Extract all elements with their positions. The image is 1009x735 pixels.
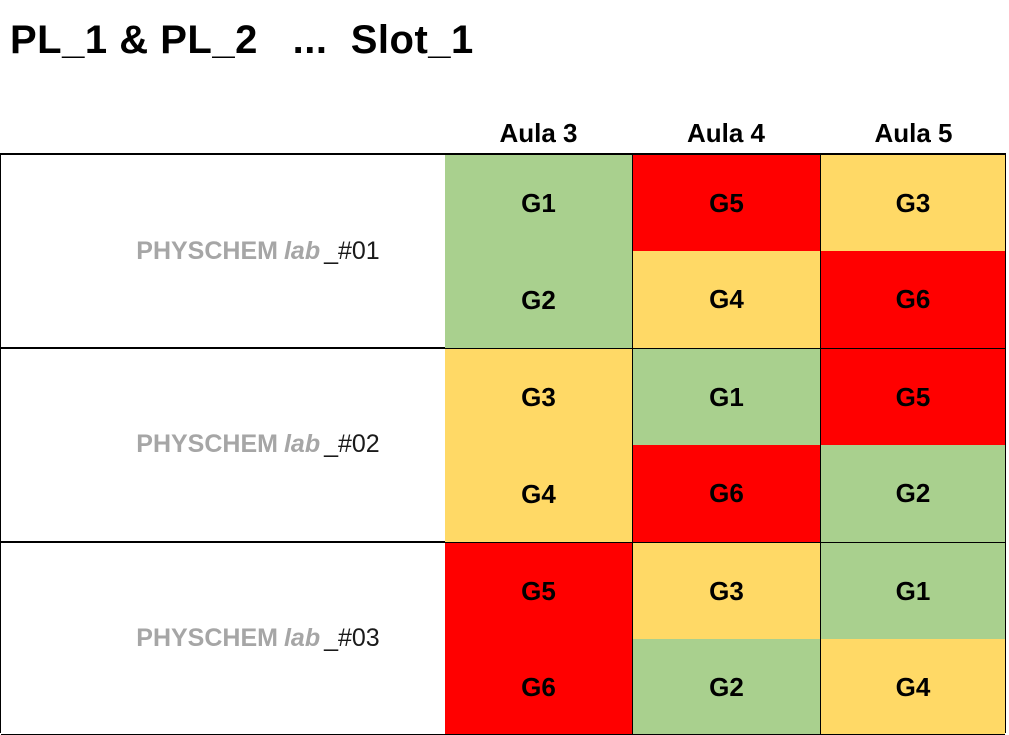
group-cell: G2 [633, 639, 820, 735]
column-header-aula-5: Aula 5 [874, 118, 953, 148]
group-cell: G4 [445, 446, 632, 542]
lab-brand: PHYSCHEM [136, 430, 278, 458]
page-title: PL_1 & PL_2 ... Slot_1 [10, 18, 474, 62]
group-cell: G3 [821, 155, 1005, 251]
grid-divider [820, 155, 821, 735]
group-cell: G3 [445, 349, 632, 446]
group-cell: G4 [633, 251, 820, 348]
grid-divider [632, 155, 633, 735]
lab-brand-italic: lab [283, 430, 321, 458]
group-cell: G1 [821, 543, 1005, 639]
lab-number: _#01 [324, 236, 380, 265]
column-header-aula-3: Aula 3 [499, 118, 578, 148]
group-cell: G6 [821, 251, 1005, 348]
group-cell: G4 [821, 639, 1005, 735]
group-cell: G6 [633, 445, 820, 542]
lab-brand: PHYSCHEM [136, 236, 278, 265]
group-cell: G5 [821, 349, 1005, 445]
group-cell: G2 [821, 445, 1005, 542]
lab-name: PHYSCHEM lab _#02 [66, 430, 379, 459]
lab-number: _#02 [324, 430, 380, 458]
row-label-lab-01: PHYSCHEM lab _#01 [1, 155, 446, 348]
lab-name: PHYSCHEM lab _#03 [66, 624, 379, 653]
lab-brand: PHYSCHEM [136, 624, 278, 652]
lab-number: _#03 [324, 624, 380, 652]
grid-divider [1, 348, 1005, 349]
group-cell: G3 [633, 543, 820, 639]
schedule-grid: PHYSCHEM lab _#01 PHYSCHEM lab _#02 PHYSCHEM… [0, 153, 1006, 735]
grid-divider [1, 542, 1005, 543]
group-cell: G5 [445, 543, 632, 640]
lab-name: PHYSCHEM lab _#01 [66, 237, 379, 266]
group-cell: G1 [633, 349, 820, 445]
row-label-lab-03: PHYSCHEM lab _#03 [1, 542, 446, 735]
group-cell: G2 [445, 252, 632, 348]
lab-brand-italic: lab [283, 624, 321, 652]
group-cell: G5 [633, 155, 820, 251]
row-label-lab-02: PHYSCHEM lab _#02 [1, 348, 446, 542]
group-cell: G6 [445, 640, 632, 735]
column-header-aula-4: Aula 4 [686, 118, 766, 148]
group-cell: G1 [445, 155, 632, 252]
lab-brand-italic: lab [283, 236, 321, 265]
